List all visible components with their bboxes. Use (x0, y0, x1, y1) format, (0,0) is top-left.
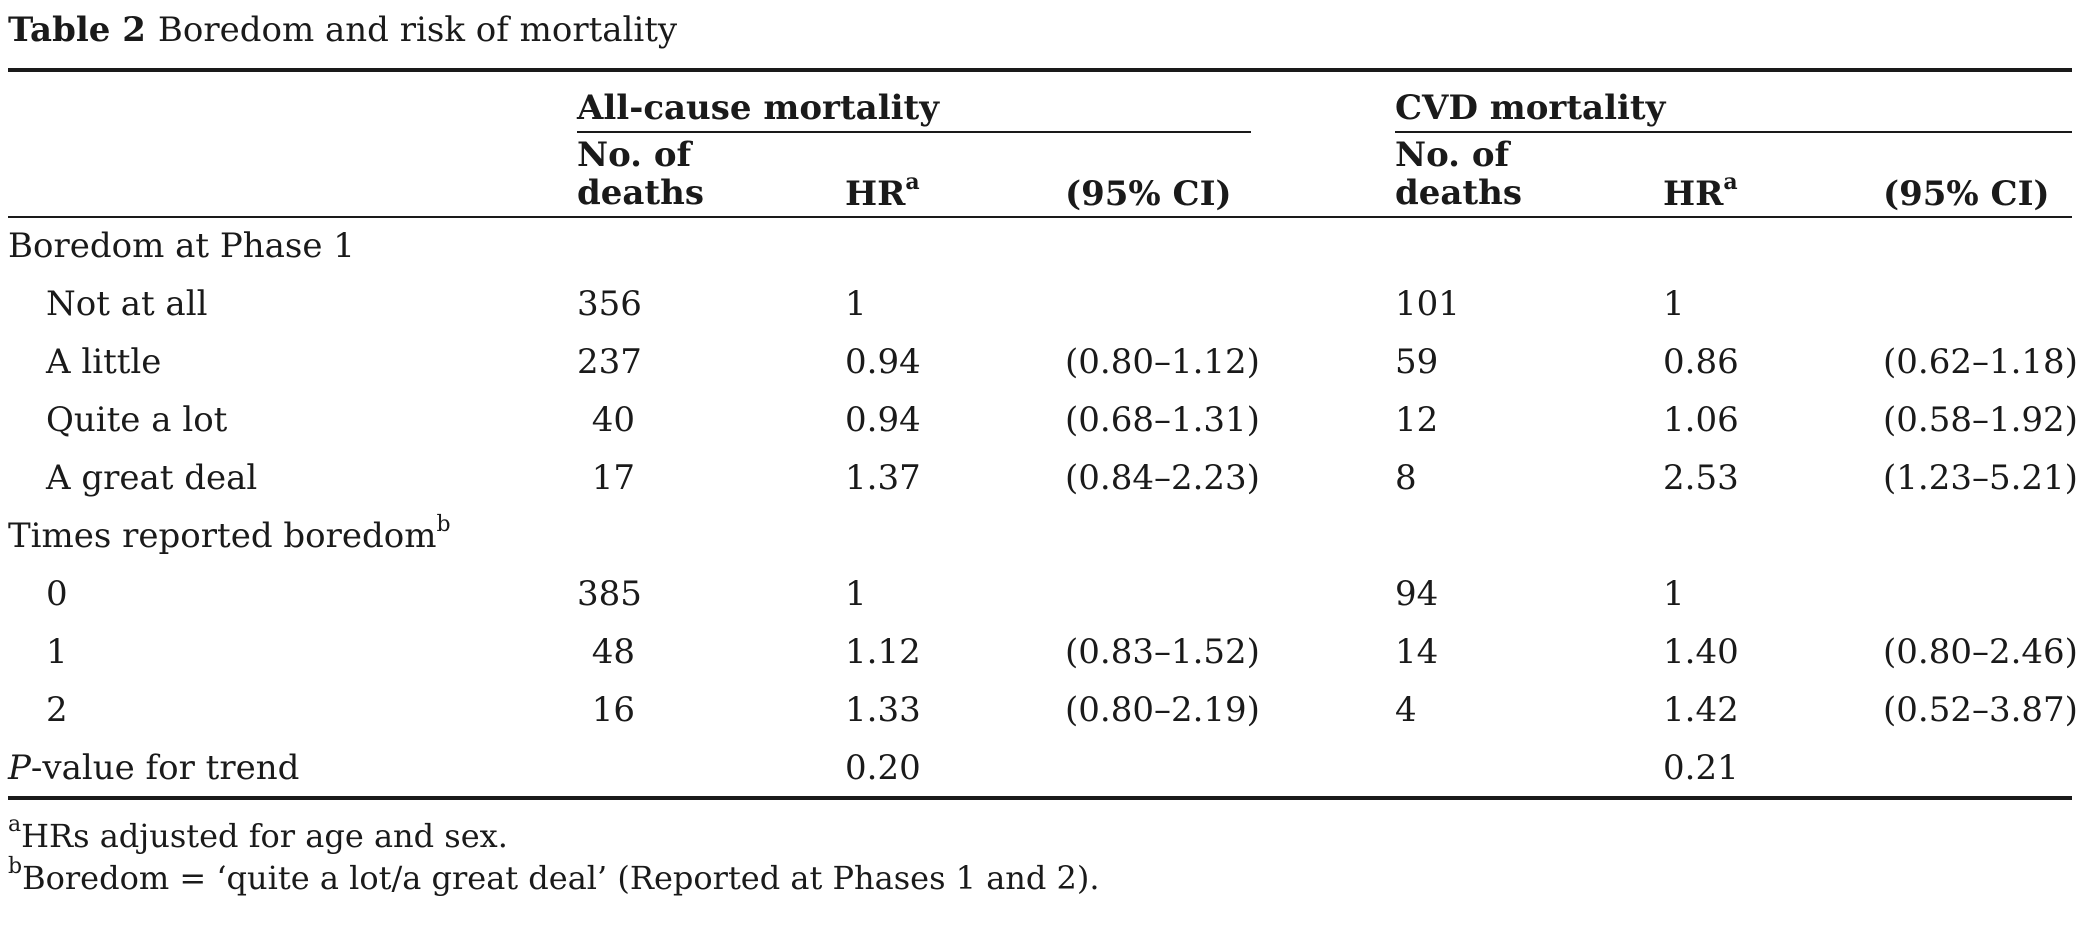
ac-ci: (0.68–1.31) (1065, 400, 1260, 440)
row-label: Quite a lot (46, 400, 228, 440)
ac-ci: (0.80–2.19) (1065, 690, 1260, 730)
ac-hr: 0.94 (845, 342, 921, 382)
cvd-deaths: 101 (1395, 284, 1460, 324)
group-header-all-cause: All-cause mortality (577, 88, 939, 128)
row-label: Not at all (46, 284, 208, 324)
ac-ci: (0.83–1.52) (1065, 632, 1260, 672)
cvd-ci: (0.58–1.92) (1883, 400, 2078, 440)
table-caption: Boredom and risk of mortality (157, 10, 678, 50)
cvd-ci: (0.52–3.87) (1883, 690, 2078, 730)
col-header-cvd-deaths-line2: deaths (1395, 173, 1523, 213)
top-rule (8, 68, 2072, 72)
cvd-deaths: 12 (1395, 400, 1439, 440)
group-header-cvd: CVD mortality (1395, 88, 1666, 128)
footnote-b-mark: b (8, 854, 23, 880)
ac-deaths: 385 (577, 574, 642, 614)
cvd-hr: 1 (1663, 284, 1685, 324)
ac-deaths: 40 (591, 400, 635, 440)
footnote-a: aHRs adjusted for age and sex. (8, 814, 508, 856)
cvd-hr: 0.86 (1663, 342, 1739, 382)
row-label: 1 (46, 632, 68, 672)
ac-deaths: 356 (577, 284, 642, 324)
cvd-deaths: 8 (1395, 458, 1417, 498)
col-header-cvd-hr: HRa (1663, 171, 1738, 214)
row-label: 0 (46, 574, 68, 614)
col-header-ac-hr-text: HR (845, 174, 906, 214)
ac-ci: (0.80–1.12) (1065, 342, 1260, 382)
cvd-hr: 1.06 (1663, 400, 1739, 440)
col-header-ac-deaths-line1: No. of (577, 135, 692, 175)
cvd-ci: (1.23–5.21) (1883, 458, 2078, 498)
ac-deaths: 16 (591, 690, 635, 730)
cvd-deaths: 94 (1395, 574, 1439, 614)
header-rule (8, 216, 2072, 218)
row-label: A little (46, 342, 162, 382)
trend-cvd-hr: 0.21 (1663, 748, 1739, 788)
row-label: 2 (46, 690, 68, 730)
col-header-ac-hr: HRa (845, 171, 920, 214)
ac-hr: 1.33 (845, 690, 921, 730)
table-label: Table 2 (8, 10, 146, 50)
table-title: Table 2 Boredom and risk of mortality (8, 8, 677, 52)
col-header-cvd-hr-text: HR (1663, 174, 1724, 214)
cvd-hr: 1 (1663, 574, 1685, 614)
cvd-ci: (0.62–1.18) (1883, 342, 2078, 382)
group-rule-all-cause (577, 131, 1251, 133)
section-label-boredom-phase1: Boredom at Phase 1 (8, 226, 355, 266)
section-label-times-reported-sup: b (436, 511, 451, 537)
col-header-ac-deaths: No. of deaths (577, 136, 704, 212)
trend-ac-hr: 0.20 (845, 748, 921, 788)
cvd-hr: 2.53 (1663, 458, 1739, 498)
cvd-deaths: 14 (1395, 632, 1439, 672)
footnote-b-text: Boredom = ‘quite a lot/a great deal’ (Re… (22, 859, 1100, 897)
col-header-ac-deaths-line2: deaths (577, 173, 705, 213)
col-header-cvd-ci: (95% CI) (1883, 174, 2050, 214)
col-header-cvd-hr-sup: a (1723, 168, 1738, 195)
group-rule-cvd (1395, 131, 2072, 133)
section-label-times-reported: Times reported boredomb (8, 513, 451, 556)
trend-label-rest: -value for trend (30, 748, 300, 788)
ac-hr: 1 (845, 574, 867, 614)
ac-hr: 1.37 (845, 458, 921, 498)
bottom-rule (8, 796, 2072, 800)
ac-deaths: 17 (591, 458, 635, 498)
trend-label: P-value for trend (8, 748, 299, 788)
col-header-ac-hr-sup: a (905, 168, 920, 195)
footnote-b: bBoredom = ‘quite a lot/a great deal’ (R… (8, 856, 1100, 898)
trend-label-p: P (8, 748, 31, 788)
cvd-deaths: 59 (1395, 342, 1439, 382)
col-header-cvd-deaths-line1: No. of (1395, 135, 1510, 175)
cvd-hr: 1.40 (1663, 632, 1739, 672)
footnote-a-mark: a (8, 812, 22, 838)
ac-hr: 1.12 (845, 632, 921, 672)
footnote-a-text: HRs adjusted for age and sex. (21, 817, 508, 855)
row-label: A great deal (46, 458, 258, 498)
ac-deaths: 237 (577, 342, 642, 382)
cvd-ci: (0.80–2.46) (1883, 632, 2078, 672)
cvd-hr: 1.42 (1663, 690, 1739, 730)
ac-ci: (0.84–2.23) (1065, 458, 1260, 498)
ac-hr: 1 (845, 284, 867, 324)
col-header-ac-ci: (95% CI) (1065, 174, 1232, 214)
col-header-cvd-deaths: No. of deaths (1395, 136, 1522, 212)
ac-deaths: 48 (591, 632, 635, 672)
ac-hr: 0.94 (845, 400, 921, 440)
cvd-deaths: 4 (1395, 690, 1417, 730)
section-label-times-reported-text: Times reported boredom (8, 516, 437, 556)
